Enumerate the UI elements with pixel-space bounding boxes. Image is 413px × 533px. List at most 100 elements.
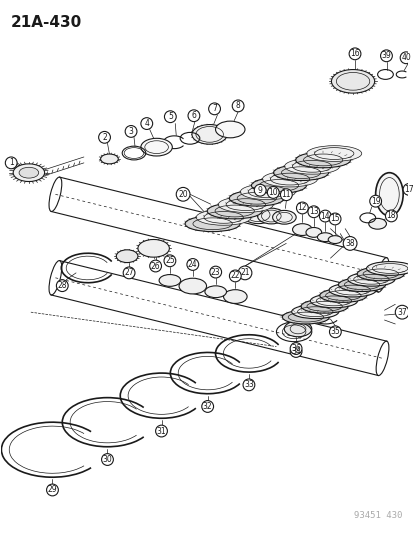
Ellipse shape <box>328 283 375 297</box>
Circle shape <box>399 52 411 63</box>
Ellipse shape <box>185 216 240 232</box>
Circle shape <box>296 202 308 214</box>
Ellipse shape <box>292 224 311 236</box>
Text: 40: 40 <box>400 53 410 62</box>
Text: 23: 23 <box>210 268 220 277</box>
Circle shape <box>380 50 392 62</box>
Text: 19: 19 <box>370 197 380 206</box>
Text: 35: 35 <box>330 327 339 336</box>
Circle shape <box>348 48 360 60</box>
Circle shape <box>186 259 198 270</box>
Text: 38: 38 <box>344 239 354 248</box>
Text: 37: 37 <box>396 308 406 317</box>
Ellipse shape <box>178 278 206 294</box>
Ellipse shape <box>282 310 329 324</box>
Circle shape <box>290 343 301 354</box>
Circle shape <box>232 100 243 112</box>
Ellipse shape <box>284 321 311 337</box>
Circle shape <box>307 206 319 217</box>
Circle shape <box>280 189 292 200</box>
Circle shape <box>98 132 110 143</box>
Circle shape <box>201 401 213 413</box>
Circle shape <box>56 280 68 292</box>
Text: 12: 12 <box>297 204 306 213</box>
Circle shape <box>176 188 190 201</box>
Ellipse shape <box>368 219 385 229</box>
Circle shape <box>402 183 413 195</box>
Text: 8: 8 <box>235 101 240 110</box>
Circle shape <box>188 110 199 122</box>
Ellipse shape <box>240 184 294 200</box>
Circle shape <box>5 157 17 169</box>
Circle shape <box>318 210 330 222</box>
Ellipse shape <box>251 177 306 193</box>
Text: 93451 430: 93451 430 <box>353 512 401 520</box>
Ellipse shape <box>215 121 244 138</box>
Ellipse shape <box>19 167 39 178</box>
Text: 11: 11 <box>281 190 290 199</box>
Ellipse shape <box>262 171 317 187</box>
Circle shape <box>164 111 176 123</box>
Ellipse shape <box>229 190 284 206</box>
Text: 4: 4 <box>144 119 149 128</box>
Ellipse shape <box>319 288 366 302</box>
Text: 22: 22 <box>230 271 240 280</box>
Text: 21A-430: 21A-430 <box>11 14 82 29</box>
Ellipse shape <box>223 289 247 303</box>
Text: 7: 7 <box>211 104 216 114</box>
Text: 30: 30 <box>102 455 112 464</box>
Circle shape <box>229 270 241 282</box>
Ellipse shape <box>291 305 338 319</box>
Text: 26: 26 <box>150 262 160 271</box>
Ellipse shape <box>305 228 321 237</box>
Text: 10: 10 <box>268 188 278 197</box>
Circle shape <box>125 126 137 138</box>
Circle shape <box>155 425 167 437</box>
Ellipse shape <box>272 211 295 224</box>
Circle shape <box>237 266 251 280</box>
Ellipse shape <box>218 197 273 213</box>
Text: 31: 31 <box>156 426 166 435</box>
Ellipse shape <box>328 236 341 244</box>
Ellipse shape <box>331 69 374 93</box>
Circle shape <box>208 103 220 115</box>
Circle shape <box>150 260 161 272</box>
Text: 3: 3 <box>128 127 133 136</box>
Ellipse shape <box>338 278 385 292</box>
Text: 28: 28 <box>57 281 67 290</box>
Circle shape <box>290 345 301 357</box>
Text: 16: 16 <box>349 50 359 58</box>
Circle shape <box>328 213 340 225</box>
Circle shape <box>329 326 340 338</box>
Circle shape <box>394 305 408 319</box>
Ellipse shape <box>317 233 332 241</box>
Text: 21: 21 <box>240 269 249 277</box>
Ellipse shape <box>196 209 251 225</box>
Ellipse shape <box>347 272 394 286</box>
Text: 29: 29 <box>47 486 57 495</box>
Text: 32: 32 <box>202 402 212 411</box>
Text: 18: 18 <box>386 212 395 221</box>
Ellipse shape <box>295 152 350 168</box>
Text: 34: 34 <box>290 347 300 356</box>
Circle shape <box>385 210 396 222</box>
Text: 17: 17 <box>403 185 413 194</box>
Circle shape <box>254 184 266 196</box>
Text: 25: 25 <box>165 256 174 265</box>
Ellipse shape <box>13 164 45 182</box>
Ellipse shape <box>138 239 169 257</box>
Ellipse shape <box>257 208 285 224</box>
Circle shape <box>369 195 381 207</box>
Text: 9: 9 <box>257 185 262 195</box>
Text: 14: 14 <box>320 212 329 221</box>
Text: 39: 39 <box>381 51 390 60</box>
Circle shape <box>140 118 152 130</box>
Ellipse shape <box>242 206 273 224</box>
Circle shape <box>164 255 176 266</box>
Text: 1: 1 <box>9 158 14 167</box>
Ellipse shape <box>204 286 226 297</box>
Circle shape <box>123 267 135 279</box>
Ellipse shape <box>366 262 413 276</box>
Text: 2: 2 <box>102 133 107 142</box>
Circle shape <box>209 266 221 278</box>
